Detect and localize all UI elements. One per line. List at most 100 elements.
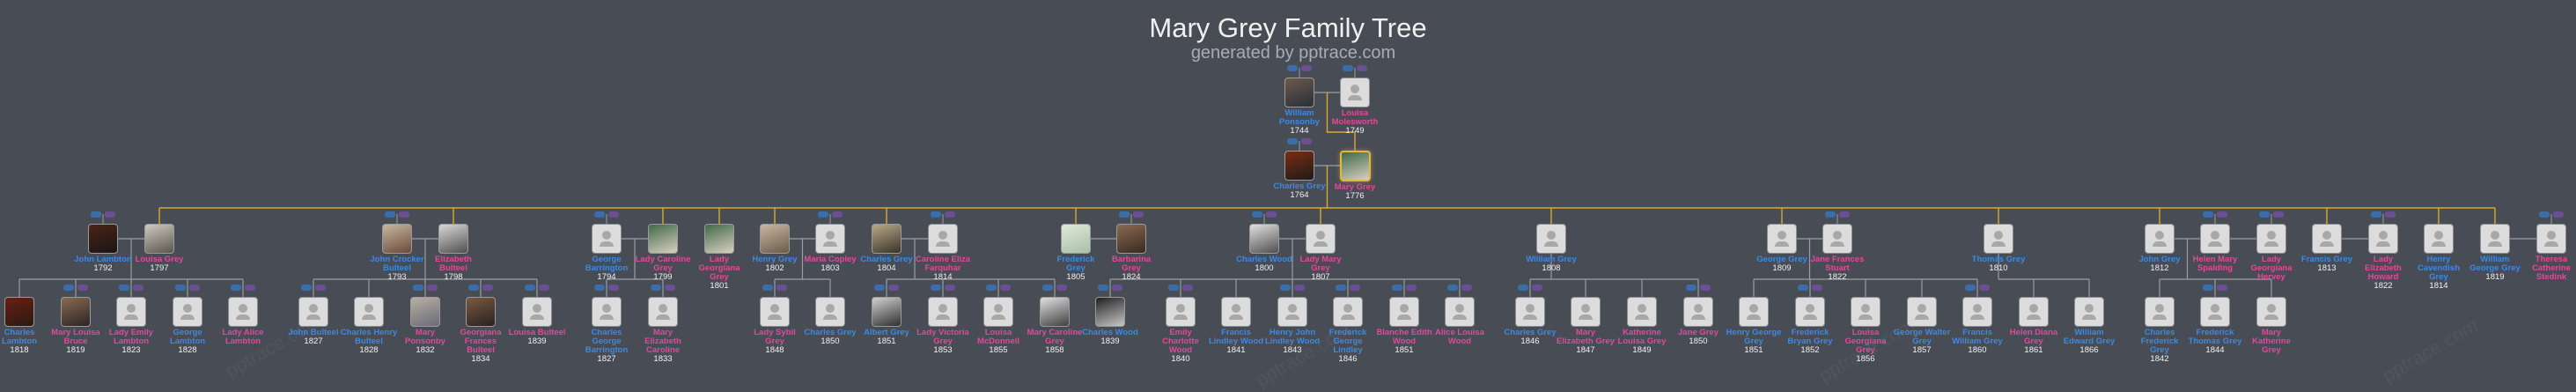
portrait-photo[interactable]: [1284, 151, 1314, 181]
show-father-button[interactable]: [1042, 285, 1053, 291]
person-node[interactable]: John Grey 1812: [2131, 224, 2189, 273]
avatar-placeholder[interactable]: [2145, 224, 2175, 254]
portrait-photo[interactable]: [61, 297, 91, 327]
show-mother-button[interactable]: [1266, 211, 1277, 218]
avatar-placeholder[interactable]: [815, 224, 845, 254]
avatar-placeholder[interactable]: [228, 297, 258, 327]
show-father-button[interactable]: [1336, 285, 1346, 291]
show-mother-button[interactable]: [945, 211, 955, 218]
avatar-placeholder[interactable]: [2200, 224, 2230, 254]
portrait-photo[interactable]: [1339, 151, 1371, 181]
person-node[interactable]: Frederick George Lindley 1846: [1319, 297, 1377, 364]
person-node[interactable]: Mary Elizabeth Grey 1847: [1557, 297, 1615, 355]
person-node[interactable]: Theresa Catherine Stedink: [2522, 224, 2576, 282]
show-father-button[interactable]: [1280, 285, 1291, 291]
person-node[interactable]: Frederick Grey 1805: [1047, 224, 1105, 282]
person-node[interactable]: Lady Georgiana Hervey: [2242, 224, 2300, 282]
portrait-photo[interactable]: [1061, 224, 1091, 254]
avatar-placeholder[interactable]: [2019, 297, 2049, 327]
avatar-placeholder[interactable]: [1795, 297, 1825, 327]
show-mother-button[interactable]: [427, 285, 438, 291]
show-mother-button[interactable]: [189, 285, 200, 291]
portrait-photo[interactable]: [1040, 297, 1070, 327]
person-node[interactable]: John Crocker Bulteel 1793: [368, 224, 426, 282]
person-node[interactable]: George Barrington 1794: [578, 224, 636, 282]
person-node[interactable]: Henry Cavendish Grey 1814: [2410, 224, 2468, 291]
person-node[interactable]: Caroline Eliza Farquhar 1814: [914, 224, 972, 282]
show-mother-button[interactable]: [945, 285, 955, 291]
avatar-placeholder[interactable]: [173, 297, 202, 327]
show-father-button[interactable]: [1287, 65, 1298, 71]
person-node[interactable]: Blanche Edith Wood 1851: [1375, 297, 1433, 355]
show-mother-button[interactable]: [315, 285, 326, 291]
avatar-placeholder[interactable]: [1627, 297, 1657, 327]
person-node[interactable]: Lady Emily Lambton 1823: [102, 297, 160, 355]
show-mother-button[interactable]: [1461, 285, 1472, 291]
person-node[interactable]: Charles Grey 1764: [1270, 151, 1328, 200]
show-mother-button[interactable]: [832, 211, 843, 218]
show-father-button[interactable]: [413, 285, 423, 291]
show-father-button[interactable]: [594, 285, 605, 291]
person-node[interactable]: William Edward Grey 1866: [2060, 297, 2118, 355]
show-father-button[interactable]: [119, 285, 129, 291]
person-node[interactable]: Charles Grey 1846: [1501, 297, 1559, 346]
person-node[interactable]: Lady Sybil Grey 1848: [746, 297, 804, 355]
avatar-placeholder[interactable]: [1767, 224, 1797, 254]
person-node[interactable]: Charles Henry Bulteel 1828: [340, 297, 398, 355]
show-father-button[interactable]: [1392, 285, 1402, 291]
person-node[interactable]: John Bulteel 1827: [284, 297, 342, 346]
portrait-photo[interactable]: [4, 297, 34, 327]
show-father-button[interactable]: [2203, 285, 2213, 291]
person-node[interactable]: Henry John Lindley Wood 1843: [1263, 297, 1321, 355]
avatar-placeholder[interactable]: [1962, 297, 1992, 327]
show-father-button[interactable]: [762, 285, 773, 291]
show-mother-button[interactable]: [608, 211, 619, 218]
person-node[interactable]: John Lambton 1792: [74, 224, 132, 273]
portrait-photo[interactable]: [382, 224, 412, 254]
show-mother-button[interactable]: [245, 285, 255, 291]
show-father-button[interactable]: [1168, 285, 1179, 291]
show-mother-button[interactable]: [133, 285, 144, 291]
show-mother-button[interactable]: [2217, 211, 2227, 218]
show-father-button[interactable]: [874, 285, 885, 291]
show-father-button[interactable]: [301, 285, 312, 291]
avatar-placeholder[interactable]: [354, 297, 384, 327]
show-father-button[interactable]: [1447, 285, 1458, 291]
show-father-button[interactable]: [1119, 211, 1130, 218]
avatar-placeholder[interactable]: [1340, 78, 1370, 107]
show-mother-button[interactable]: [1294, 285, 1305, 291]
avatar-placeholder[interactable]: [1515, 297, 1545, 327]
person-node[interactable]: Mary Ponsonby 1832: [396, 297, 454, 355]
person-node[interactable]: Elizabeth Bulteel 1798: [424, 224, 482, 282]
show-father-button[interactable]: [594, 211, 605, 218]
person-node[interactable]: Louisa Bulteel 1839: [508, 297, 566, 346]
avatar-placeholder[interactable]: [648, 297, 678, 327]
show-mother-button[interactable]: [1839, 211, 1850, 218]
avatar-placeholder[interactable]: [760, 297, 790, 327]
avatar-placeholder[interactable]: [1445, 297, 1475, 327]
show-father-button[interactable]: [2259, 211, 2270, 218]
person-node[interactable]: Jane Frances Stuart 1822: [1808, 224, 1866, 282]
portrait-photo[interactable]: [760, 224, 790, 254]
person-node[interactable]: George Walter Grey 1857: [1893, 297, 1951, 355]
portrait-photo[interactable]: [410, 297, 440, 327]
person-node[interactable]: Alice Louisa Wood: [1431, 297, 1489, 346]
person-node[interactable]: Thomas Grey 1810: [1969, 224, 2028, 273]
person-node[interactable]: Louisa Molesworth 1749: [1326, 78, 1384, 136]
portrait-photo[interactable]: [1095, 297, 1125, 327]
person-node[interactable]: George Lambton 1828: [158, 297, 217, 355]
person-node[interactable]: Mary Caroline Grey 1858: [1026, 297, 1084, 355]
show-father-button[interactable]: [1343, 65, 1353, 71]
show-mother-button[interactable]: [1812, 285, 1822, 291]
avatar-placeholder[interactable]: [2145, 297, 2175, 327]
person-node[interactable]: Francis William Grey 1860: [1948, 297, 2006, 355]
person-node[interactable]: Mary Elizabeth Caroline 1833: [634, 297, 692, 364]
show-father-button[interactable]: [1252, 211, 1262, 218]
person-node[interactable]: Emily Charlotte Wood 1840: [1152, 297, 1210, 364]
avatar-placeholder[interactable]: [1683, 297, 1713, 327]
avatar-placeholder[interactable]: [1333, 297, 1363, 327]
avatar-placeholder[interactable]: [1571, 297, 1601, 327]
person-node[interactable]: Mary Grey 1776: [1326, 151, 1384, 201]
person-node[interactable]: Francis Grey 1813: [2298, 224, 2356, 273]
portrait-photo[interactable]: [466, 297, 496, 327]
